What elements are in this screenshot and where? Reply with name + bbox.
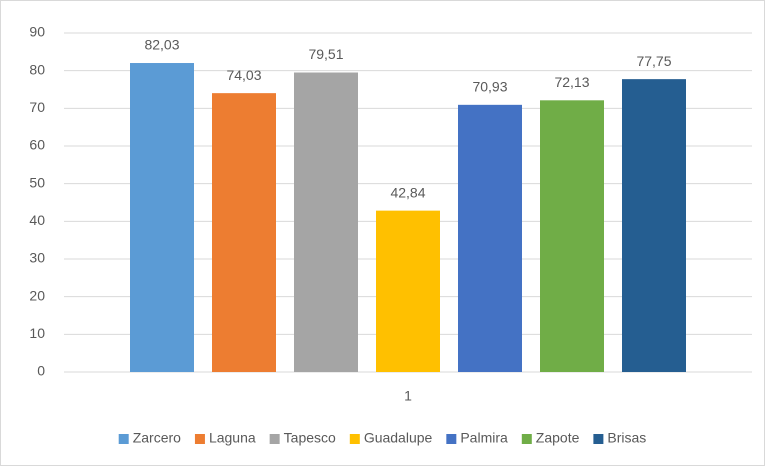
bar <box>212 93 276 373</box>
y-tick-label: 50 <box>29 174 45 190</box>
legend-swatch <box>269 434 280 444</box>
legend-label: Guadalupe <box>364 430 433 446</box>
y-tick-label: 90 <box>29 24 45 40</box>
legend-swatch <box>118 434 129 444</box>
data-label: 77,75 <box>636 53 671 69</box>
y-tick-label: 0 <box>37 363 45 379</box>
data-label: 82,03 <box>144 37 179 53</box>
bar <box>622 79 686 373</box>
bar <box>294 72 358 373</box>
bar <box>130 63 194 373</box>
legend-label: Brisas <box>607 430 646 446</box>
data-label: 42,84 <box>390 184 425 200</box>
legend-label: Zapote <box>536 430 580 446</box>
bar <box>376 210 440 372</box>
legend-label: Palmira <box>460 430 508 446</box>
x-tick-label: 1 <box>404 388 412 404</box>
y-tick-label: 70 <box>29 99 45 115</box>
legend-label: Tapesco <box>284 430 336 446</box>
data-label: 74,03 <box>226 67 261 83</box>
y-tick-label: 10 <box>29 325 45 341</box>
data-label: 72,13 <box>554 74 589 90</box>
data-label: 70,93 <box>472 79 507 95</box>
legend-swatch <box>593 434 604 444</box>
legend-swatch <box>521 434 532 444</box>
legend-swatch <box>349 434 360 444</box>
legend-swatch <box>194 434 205 444</box>
y-tick-label: 60 <box>29 137 45 153</box>
bar <box>540 100 604 372</box>
legend-swatch <box>446 434 457 444</box>
y-tick-label: 80 <box>29 61 45 77</box>
y-tick-label: 40 <box>29 212 45 228</box>
legend-label: Zarcero <box>133 430 181 446</box>
bar <box>458 104 522 373</box>
data-label: 79,51 <box>308 46 343 62</box>
y-tick-label: 20 <box>29 287 45 303</box>
legend-label: Laguna <box>209 430 256 446</box>
y-tick-label: 30 <box>29 250 45 266</box>
